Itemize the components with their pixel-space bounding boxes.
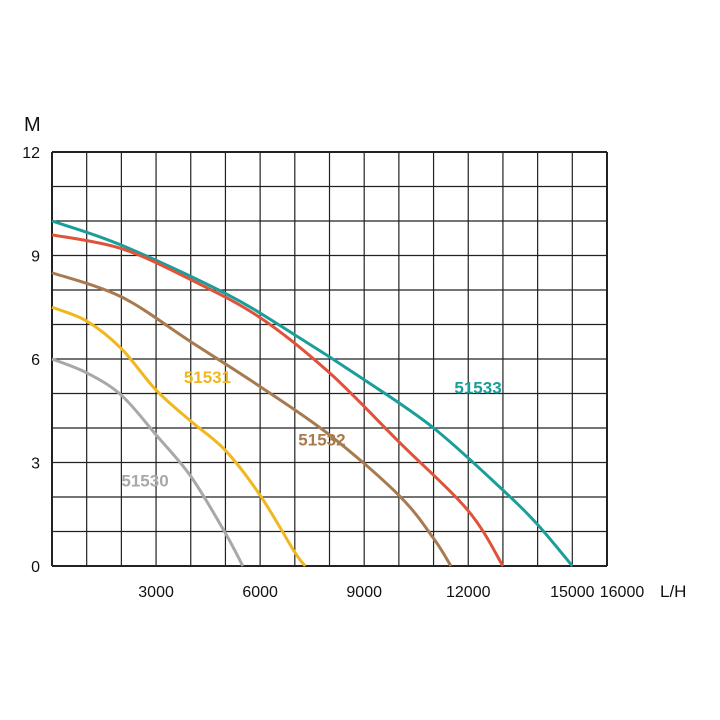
curve-51530 <box>51 357 245 567</box>
x-tick-label: 16000 <box>600 584 645 601</box>
y-tick-label: 3 <box>31 456 40 473</box>
series-label: 51532 <box>298 430 345 449</box>
x-tick-label: 6000 <box>242 584 278 601</box>
curve-51532 <box>51 271 453 567</box>
y-tick-label: 6 <box>31 352 40 369</box>
tick-labels: 3000 6000 9000 12000 15000 16000 0 3 6 9 12 <box>22 145 644 601</box>
curves <box>51 219 574 567</box>
curve-51531 <box>51 305 307 567</box>
x-tick-label: 15000 <box>550 584 595 601</box>
x-axis-label: L/H <box>660 582 686 601</box>
grid <box>51 151 608 567</box>
series-label: 51531 <box>184 368 231 387</box>
series-label: 51530 <box>121 472 168 491</box>
curve-series-1 <box>51 233 505 567</box>
y-axis-label: M <box>24 114 41 136</box>
y-tick-label: 0 <box>31 559 40 576</box>
x-tick-label: 12000 <box>446 584 491 601</box>
x-tick-label: 3000 <box>138 584 174 601</box>
y-tick-label: 12 <box>22 145 40 162</box>
curve-51533 <box>51 219 574 567</box>
y-tick-label: 9 <box>31 249 40 266</box>
series-labels: 51533 51532 51531 51530 <box>121 368 501 491</box>
series-label: 51533 <box>454 379 501 398</box>
x-tick-label: 9000 <box>346 584 382 601</box>
